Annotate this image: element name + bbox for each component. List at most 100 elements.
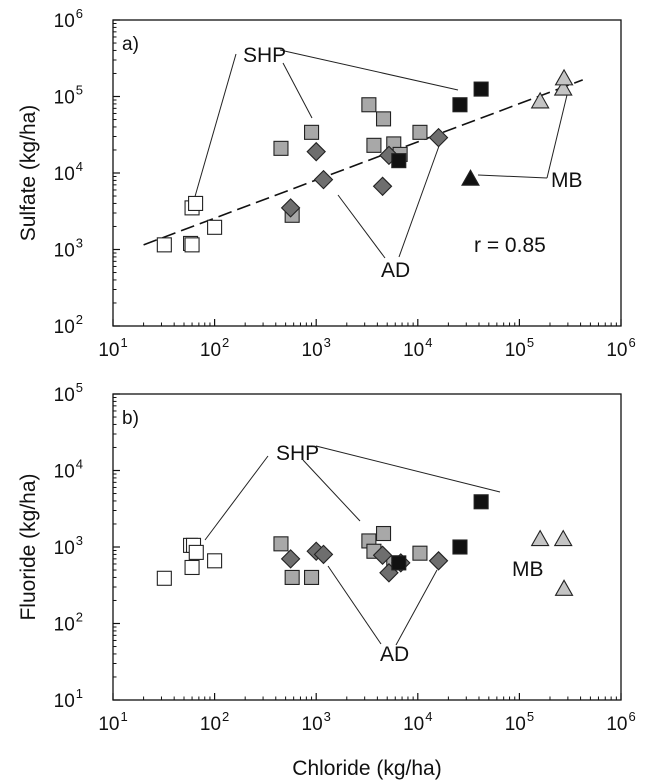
leader-line [546, 94, 568, 179]
annotation-mb-b: MB [512, 558, 544, 581]
square-marker [375, 111, 392, 127]
square-marker [361, 97, 377, 113]
y-tick-label: 104 [54, 159, 83, 185]
triangle-marker [553, 78, 573, 96]
diamond-marker [372, 176, 393, 197]
square-marker [207, 553, 223, 569]
trendline-a [143, 79, 584, 246]
annotation-ad-a: AD [381, 259, 410, 282]
y-tick-label: 103 [54, 533, 83, 559]
diamond-marker [280, 198, 301, 218]
square-marker [156, 570, 172, 586]
annotation-shp-b: SHP [276, 442, 319, 465]
leader-line [204, 455, 269, 541]
leader-line [395, 569, 438, 646]
square-marker [452, 539, 468, 555]
y-tick-label: 102 [54, 610, 83, 636]
diamond-marker [372, 545, 393, 566]
leader-line [327, 565, 382, 645]
annotation-r-value: r = 0.85 [474, 234, 546, 257]
data-points-a [156, 68, 574, 253]
annotation-leader-lines [193, 49, 568, 259]
x-tick-label: 103 [302, 709, 331, 735]
y-axis-label-a: Sulfate (kg/ha) [17, 105, 40, 242]
x-ticks-a: 101 102 103 104 105 106 [98, 319, 636, 361]
square-marker [207, 219, 223, 235]
square-marker [273, 140, 289, 156]
y-tick-label: 105 [54, 380, 83, 406]
triangle-marker [461, 169, 480, 186]
triangle-marker [530, 529, 550, 547]
square-marker [375, 525, 392, 542]
square-marker [412, 545, 428, 561]
diamond-marker [428, 127, 449, 148]
y-tick-label: 101 [54, 686, 83, 712]
plot-frame-a [112, 19, 622, 327]
panel-a-sulfate-chart: 101 102 103 104 105 106 102 103 104 105 106 a) Su… [17, 6, 636, 361]
x-tick-label: 105 [505, 335, 534, 361]
diamond-marker [306, 141, 326, 162]
leader-line [398, 145, 440, 258]
square-marker [184, 559, 200, 576]
leader-line [337, 194, 386, 259]
square-marker [188, 195, 204, 211]
x-tick-label: 104 [403, 335, 432, 361]
square-marker [273, 536, 289, 552]
x-ticks-b: 101 102 103 104 105 106 [98, 693, 636, 735]
x-tick-label: 103 [302, 335, 331, 361]
y-tick-label: 106 [54, 6, 83, 32]
square-marker [304, 124, 320, 140]
x-axis-label-b: Chloride (kg/ha) [292, 757, 441, 780]
y-tick-label: 105 [54, 83, 83, 109]
annotation-leader-lines [204, 445, 501, 646]
regression-line [143, 79, 584, 246]
leader-line [315, 445, 501, 493]
data-points-b [156, 494, 574, 596]
square-marker [366, 137, 382, 153]
square-marker [473, 81, 489, 97]
diamond-marker [280, 549, 301, 569]
annotation-ad-b: AD [380, 643, 409, 666]
annotation-shp-a: SHP [243, 44, 286, 67]
y-tick-label: 102 [54, 312, 83, 338]
x-tick-label: 102 [200, 709, 229, 735]
x-tick-label: 101 [98, 335, 127, 361]
panel-label-b: b) [122, 408, 139, 429]
diamond-marker [428, 551, 449, 571]
triangle-marker [554, 579, 574, 596]
square-marker [391, 555, 407, 571]
panel-label-a: a) [122, 34, 139, 55]
leader-line [282, 62, 313, 119]
square-marker [452, 97, 468, 113]
annotation-mb-a: MB [551, 169, 583, 192]
panel-b-fluoride-chart: 101 102 103 104 105 106 101 102 103 104 105 b) Fl… [17, 380, 636, 780]
x-tick-label: 101 [98, 709, 127, 735]
y-ticks-b: 101 102 103 104 105 [54, 380, 120, 712]
square-marker [473, 494, 489, 510]
y-ticks-a: 102 103 104 105 106 [54, 6, 120, 338]
square-marker [391, 153, 407, 169]
triangle-marker [530, 91, 550, 109]
leader-line [302, 459, 361, 522]
square-marker [156, 237, 172, 253]
square-marker [188, 544, 204, 560]
y-axis-label-b: Fluoride (kg/ha) [17, 473, 40, 620]
leader-line [279, 49, 459, 91]
square-marker [284, 569, 300, 585]
square-marker [412, 124, 428, 140]
x-tick-label: 102 [200, 335, 229, 361]
y-tick-label: 104 [54, 457, 83, 483]
x-tick-label: 106 [606, 709, 635, 735]
leader-line [477, 174, 548, 179]
x-tick-label: 104 [403, 709, 432, 735]
leader-line [193, 53, 237, 201]
x-tick-label: 106 [606, 335, 635, 361]
square-marker [184, 237, 200, 253]
triangle-marker [553, 529, 573, 547]
triangle-marker [554, 68, 574, 86]
diamond-marker [313, 169, 334, 190]
square-marker [304, 569, 320, 585]
y-tick-label: 103 [54, 236, 83, 262]
x-tick-label: 105 [505, 709, 534, 735]
